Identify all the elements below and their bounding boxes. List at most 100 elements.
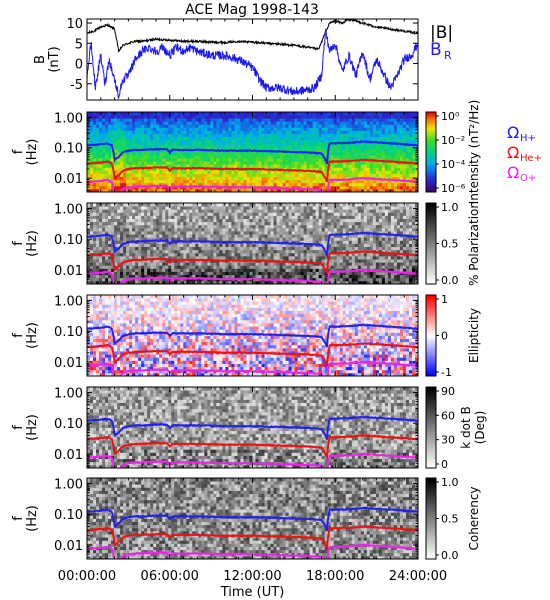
- heatmap-cell: [114, 252, 118, 257]
- heatmap-cell: [219, 115, 223, 119]
- heatmap-cell: [252, 227, 256, 232]
- heatmap-cell: [228, 173, 232, 178]
- heatmap-cell: [201, 115, 205, 119]
- heatmap-cell: [345, 188, 350, 193]
- heatmap-cell: [342, 124, 347, 128]
- heatmap-cell: [111, 155, 115, 159]
- heatmap-cell: [369, 136, 374, 141]
- heatmap-cell: [303, 173, 308, 178]
- heatmap-cell: [198, 262, 202, 266]
- heatmap-cell: [144, 112, 148, 116]
- heatmap-cell: [165, 262, 169, 266]
- heatmap-cell: [276, 133, 280, 138]
- heatmap-cell: [387, 155, 392, 159]
- heatmap-cell: [135, 173, 139, 178]
- colorbar-cell: [426, 144, 436, 147]
- heatmap-cell: [225, 124, 229, 128]
- heatmap-cell: [237, 243, 241, 248]
- heatmap-cell: [273, 170, 277, 174]
- heatmap-cell: [165, 152, 169, 156]
- heatmap-cell: [117, 145, 121, 150]
- heatmap-cell: [336, 148, 341, 153]
- heatmap-cell: [213, 234, 217, 238]
- heatmap-cell: [243, 218, 247, 223]
- heatmap-cell: [294, 243, 299, 248]
- heatmap-cell: [336, 182, 341, 187]
- heatmap-cell: [300, 271, 305, 276]
- heatmap-cell: [303, 231, 308, 235]
- heatmap-cell: [120, 155, 124, 159]
- heatmap-cell: [390, 139, 395, 144]
- heatmap-cell: [291, 152, 296, 156]
- heatmap-cell: [228, 234, 232, 238]
- heatmap-cell: [327, 139, 332, 144]
- heatmap-cell: [216, 139, 220, 144]
- heatmap-cell: [159, 121, 163, 125]
- heatmap-cell: [330, 155, 335, 159]
- heatmap-cell: [171, 179, 175, 184]
- heatmap-cell: [234, 212, 238, 216]
- heatmap-cell: [267, 136, 271, 141]
- heatmap-cell: [222, 209, 226, 213]
- heatmap-cell: [189, 155, 193, 159]
- heatmap-cell: [354, 127, 359, 131]
- heatmap-cell: [291, 268, 296, 272]
- heatmap-cell: [318, 124, 323, 128]
- heatmap-cell: [120, 246, 124, 251]
- heatmap-cell: [234, 246, 238, 251]
- heatmap-cell: [342, 112, 347, 116]
- heatmap-cell: [315, 139, 320, 144]
- heatmap-cell: [96, 237, 100, 241]
- heatmap-cell: [177, 218, 181, 223]
- heatmap-cell: [138, 262, 142, 266]
- heatmap-cell: [114, 179, 118, 184]
- heatmap-cell: [138, 142, 142, 147]
- heatmap-cell: [222, 133, 226, 138]
- heatmap-cell: [159, 215, 163, 219]
- heatmap-cell: [285, 252, 290, 257]
- heatmap-cell: [231, 215, 235, 219]
- heatmap-cell: [303, 130, 308, 134]
- colorbar-cell: [426, 132, 436, 135]
- heatmap-cell: [96, 227, 100, 232]
- heatmap-cell: [87, 115, 91, 119]
- heatmap-cell: [405, 112, 410, 116]
- colorbar-frame: [425, 111, 437, 193]
- heatmap-cell: [345, 152, 350, 156]
- heatmap-cell: [129, 173, 133, 178]
- heatmap-cell: [246, 182, 250, 187]
- heatmap-cell: [306, 142, 311, 147]
- heatmap-cell: [177, 139, 181, 144]
- heatmap-cell: [195, 246, 199, 251]
- heatmap-cell: [225, 179, 229, 184]
- heatmap-cell: [237, 179, 241, 184]
- heatmap-cell: [324, 121, 329, 125]
- heatmap-cell: [222, 271, 226, 276]
- heatmap-cell: [123, 170, 127, 174]
- heatmap-cell: [96, 170, 100, 174]
- heatmap-cell: [243, 142, 247, 147]
- heatmap-cell: [228, 115, 232, 119]
- heatmap-cell: [273, 188, 277, 193]
- heatmap-cell: [156, 218, 160, 223]
- heatmap-cell: [234, 170, 238, 174]
- heatmap-cell: [408, 118, 413, 122]
- heatmap-cell: [168, 255, 172, 260]
- heatmap-cell: [129, 118, 133, 122]
- heatmap-cell: [129, 112, 133, 116]
- heatmap-cell: [198, 249, 202, 254]
- heatmap-cell: [300, 274, 305, 279]
- heatmap-cell: [96, 158, 100, 162]
- heatmap-cell: [198, 234, 202, 238]
- heatmap-cell: [372, 121, 377, 125]
- heatmap-cell: [240, 252, 244, 257]
- heatmap-cell: [138, 139, 142, 144]
- heatmap-cell: [171, 152, 175, 156]
- heatmap-cell: [153, 188, 157, 193]
- heatmap-cell: [96, 206, 100, 210]
- heatmap-cell: [273, 124, 277, 128]
- heatmap-cell: [165, 155, 169, 159]
- heatmap-cell: [144, 227, 148, 232]
- heatmap-cell: [114, 212, 118, 216]
- heatmap-cell: [246, 139, 250, 144]
